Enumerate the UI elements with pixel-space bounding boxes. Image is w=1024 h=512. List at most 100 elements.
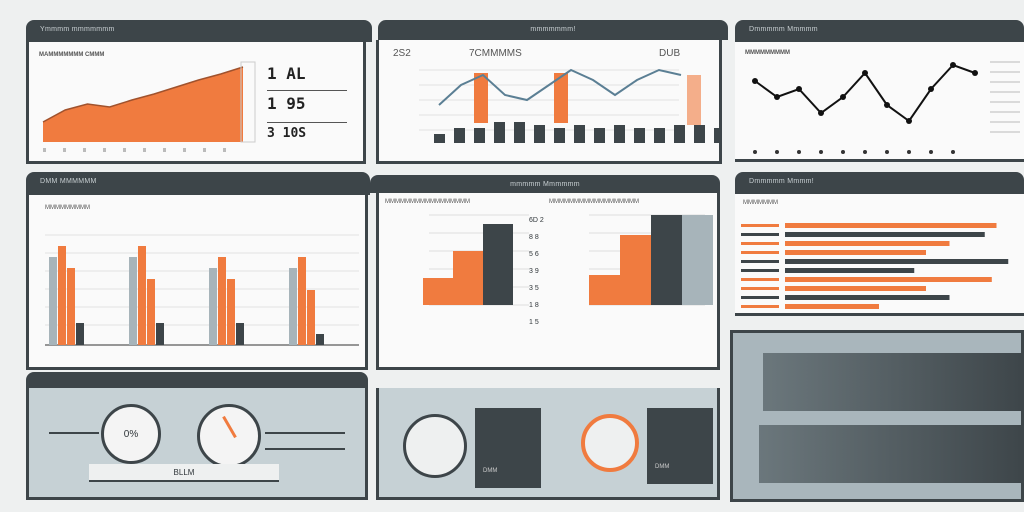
row-bar (785, 286, 926, 291)
data-point (928, 86, 934, 92)
area-chart (42, 61, 256, 152)
highlight-bar (474, 73, 488, 123)
x-dot (753, 150, 757, 154)
axis-tick-label: 1 8 (529, 302, 539, 309)
panel5-title: mmmmm Mmmmmm (510, 181, 580, 188)
row-bar (785, 232, 985, 237)
panel4: MMMMMMMMM (26, 195, 368, 370)
x-dot (819, 150, 823, 154)
bar (574, 125, 585, 143)
x-dot (907, 150, 911, 154)
bar (49, 257, 57, 345)
trend-line (438, 68, 682, 106)
line-chart (752, 61, 1020, 154)
bar (218, 257, 226, 345)
label-mid: 7CMMMMS (469, 48, 522, 59)
card-1[interactable]: DMM (475, 408, 541, 488)
panel8: DMM DMM (376, 388, 720, 500)
bar-right (589, 275, 620, 305)
area-frame (240, 61, 256, 143)
x-tick (163, 148, 166, 152)
panel2: 2S2 7CMMMMS DUB (376, 40, 722, 164)
panel1-subtitle: MAMMMMMMM CMMM (39, 52, 105, 58)
dark-bar-2[interactable] (759, 425, 1024, 483)
panel6-header: Dmmmmm Mmmm! (735, 172, 1024, 194)
bar (129, 257, 137, 345)
x-dot (841, 150, 845, 154)
x-tick (63, 148, 66, 152)
bar-right (651, 215, 682, 305)
grouped-bar-chart (45, 234, 359, 346)
label-left: 2S2 (393, 48, 411, 59)
x-tick (143, 148, 146, 152)
panel3: MMMMMMMMM (735, 42, 1024, 162)
stat-3: 3 10S (267, 126, 307, 141)
bar-right (620, 235, 651, 305)
panel4-subtitle: MMMMMMMMM (45, 205, 90, 211)
panel1-title: Ymmmm mmmmmmm (40, 26, 115, 33)
chart-right-title: MMMMMMMMMMMMMMMMMM (549, 199, 639, 205)
panel2-title: mmmmmmm! (530, 26, 576, 33)
clock-2 (581, 414, 639, 472)
gauge-1-value: 0% (123, 428, 139, 440)
data-point (862, 70, 868, 76)
card-1-label: DMM (483, 468, 498, 474)
bar (594, 128, 605, 143)
x-tick (203, 148, 206, 152)
bar (138, 246, 146, 345)
stat-2: 1 95 (267, 94, 306, 113)
bar (236, 323, 244, 345)
bar-left (483, 224, 513, 305)
bar (298, 257, 306, 345)
panel1-header: Ymmmm mmmmmmm (26, 20, 372, 42)
bar (694, 125, 705, 143)
x-tick (43, 148, 46, 152)
x-dot (951, 150, 955, 154)
axis-tick-label: 5 6 (529, 251, 539, 258)
row-label (741, 278, 779, 281)
clock-1 (403, 414, 467, 478)
bar (614, 125, 625, 143)
panel6-subtitle: MMMMMMM (743, 200, 778, 206)
bar (454, 128, 465, 143)
dark-bar-1[interactable] (763, 353, 1024, 411)
area-line (42, 66, 244, 123)
card-2[interactable]: DMM (647, 408, 713, 484)
bar (514, 122, 525, 143)
row-label (741, 287, 779, 290)
axis-tick-label: 3 9 (529, 268, 539, 275)
panel7: 0% BLLM (26, 388, 368, 500)
x-tick (183, 148, 186, 152)
bar-left (453, 251, 483, 305)
bar (76, 323, 84, 345)
row-bar (785, 304, 879, 309)
data-point (972, 70, 978, 76)
row-label (741, 242, 779, 245)
area-fill (43, 67, 243, 142)
highlight-bar (554, 73, 568, 123)
data-point (796, 86, 802, 92)
x-tick (123, 148, 126, 152)
panel6-title: Dmmmmm Mmmm! (749, 178, 815, 185)
bar (58, 246, 66, 345)
bar (67, 268, 75, 345)
row-label (741, 296, 779, 299)
x-dot (885, 150, 889, 154)
panel7-header (26, 372, 368, 388)
bar (474, 128, 485, 143)
row-label (741, 305, 779, 308)
data-point (774, 94, 780, 100)
panel9 (730, 330, 1024, 502)
data-point (950, 62, 956, 68)
x-dot (929, 150, 933, 154)
panel4-title: DMM MMMMMM (40, 178, 97, 185)
row-bar (785, 241, 950, 246)
x-tick (223, 148, 226, 152)
row-label (741, 260, 779, 263)
gauge-1: 0% (101, 404, 161, 464)
x-dot (797, 150, 801, 154)
bar (674, 125, 685, 143)
bar (534, 125, 545, 143)
bar-left (423, 278, 453, 305)
bar-charts (423, 214, 713, 306)
